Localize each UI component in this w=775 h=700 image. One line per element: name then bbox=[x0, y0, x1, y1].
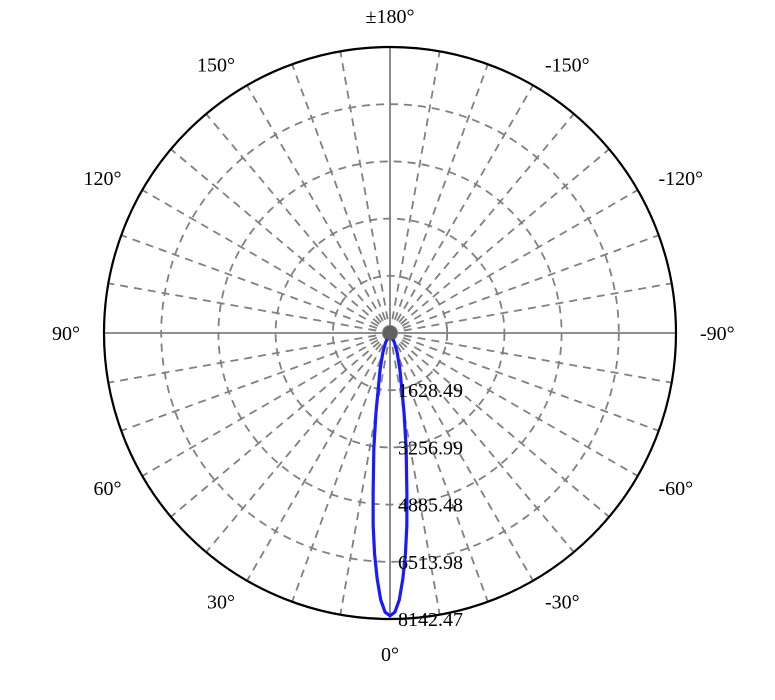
radial-label: 1628.49 bbox=[398, 380, 463, 402]
angle-label: 150° bbox=[197, 55, 235, 77]
angle-label: 60° bbox=[94, 478, 122, 500]
angle-label: -120° bbox=[658, 168, 703, 190]
angle-label: -90° bbox=[700, 323, 735, 345]
radial-label: 3256.99 bbox=[398, 437, 463, 459]
angle-label: 0° bbox=[381, 644, 399, 666]
polar-chart: 0° 30° 60° 90° 120° 150° ±180° -150° -120° -90° -6… bbox=[0, 0, 775, 700]
angle-label: -30° bbox=[545, 591, 580, 613]
angle-label: 30° bbox=[207, 591, 235, 613]
angle-label: 120° bbox=[84, 168, 122, 190]
angle-label: -60° bbox=[658, 478, 693, 500]
angle-label: 90° bbox=[52, 323, 80, 345]
angle-label: ±180° bbox=[366, 6, 415, 28]
polar-svg: 0° 30° 60° 90° 120° 150° ±180° -150° -120° -90° -6… bbox=[0, 0, 775, 700]
angle-label: -150° bbox=[545, 55, 590, 77]
radial-label: 8142.47 bbox=[398, 609, 463, 631]
radial-label: 6513.98 bbox=[398, 552, 463, 574]
radial-label: 4885.48 bbox=[398, 495, 463, 517]
